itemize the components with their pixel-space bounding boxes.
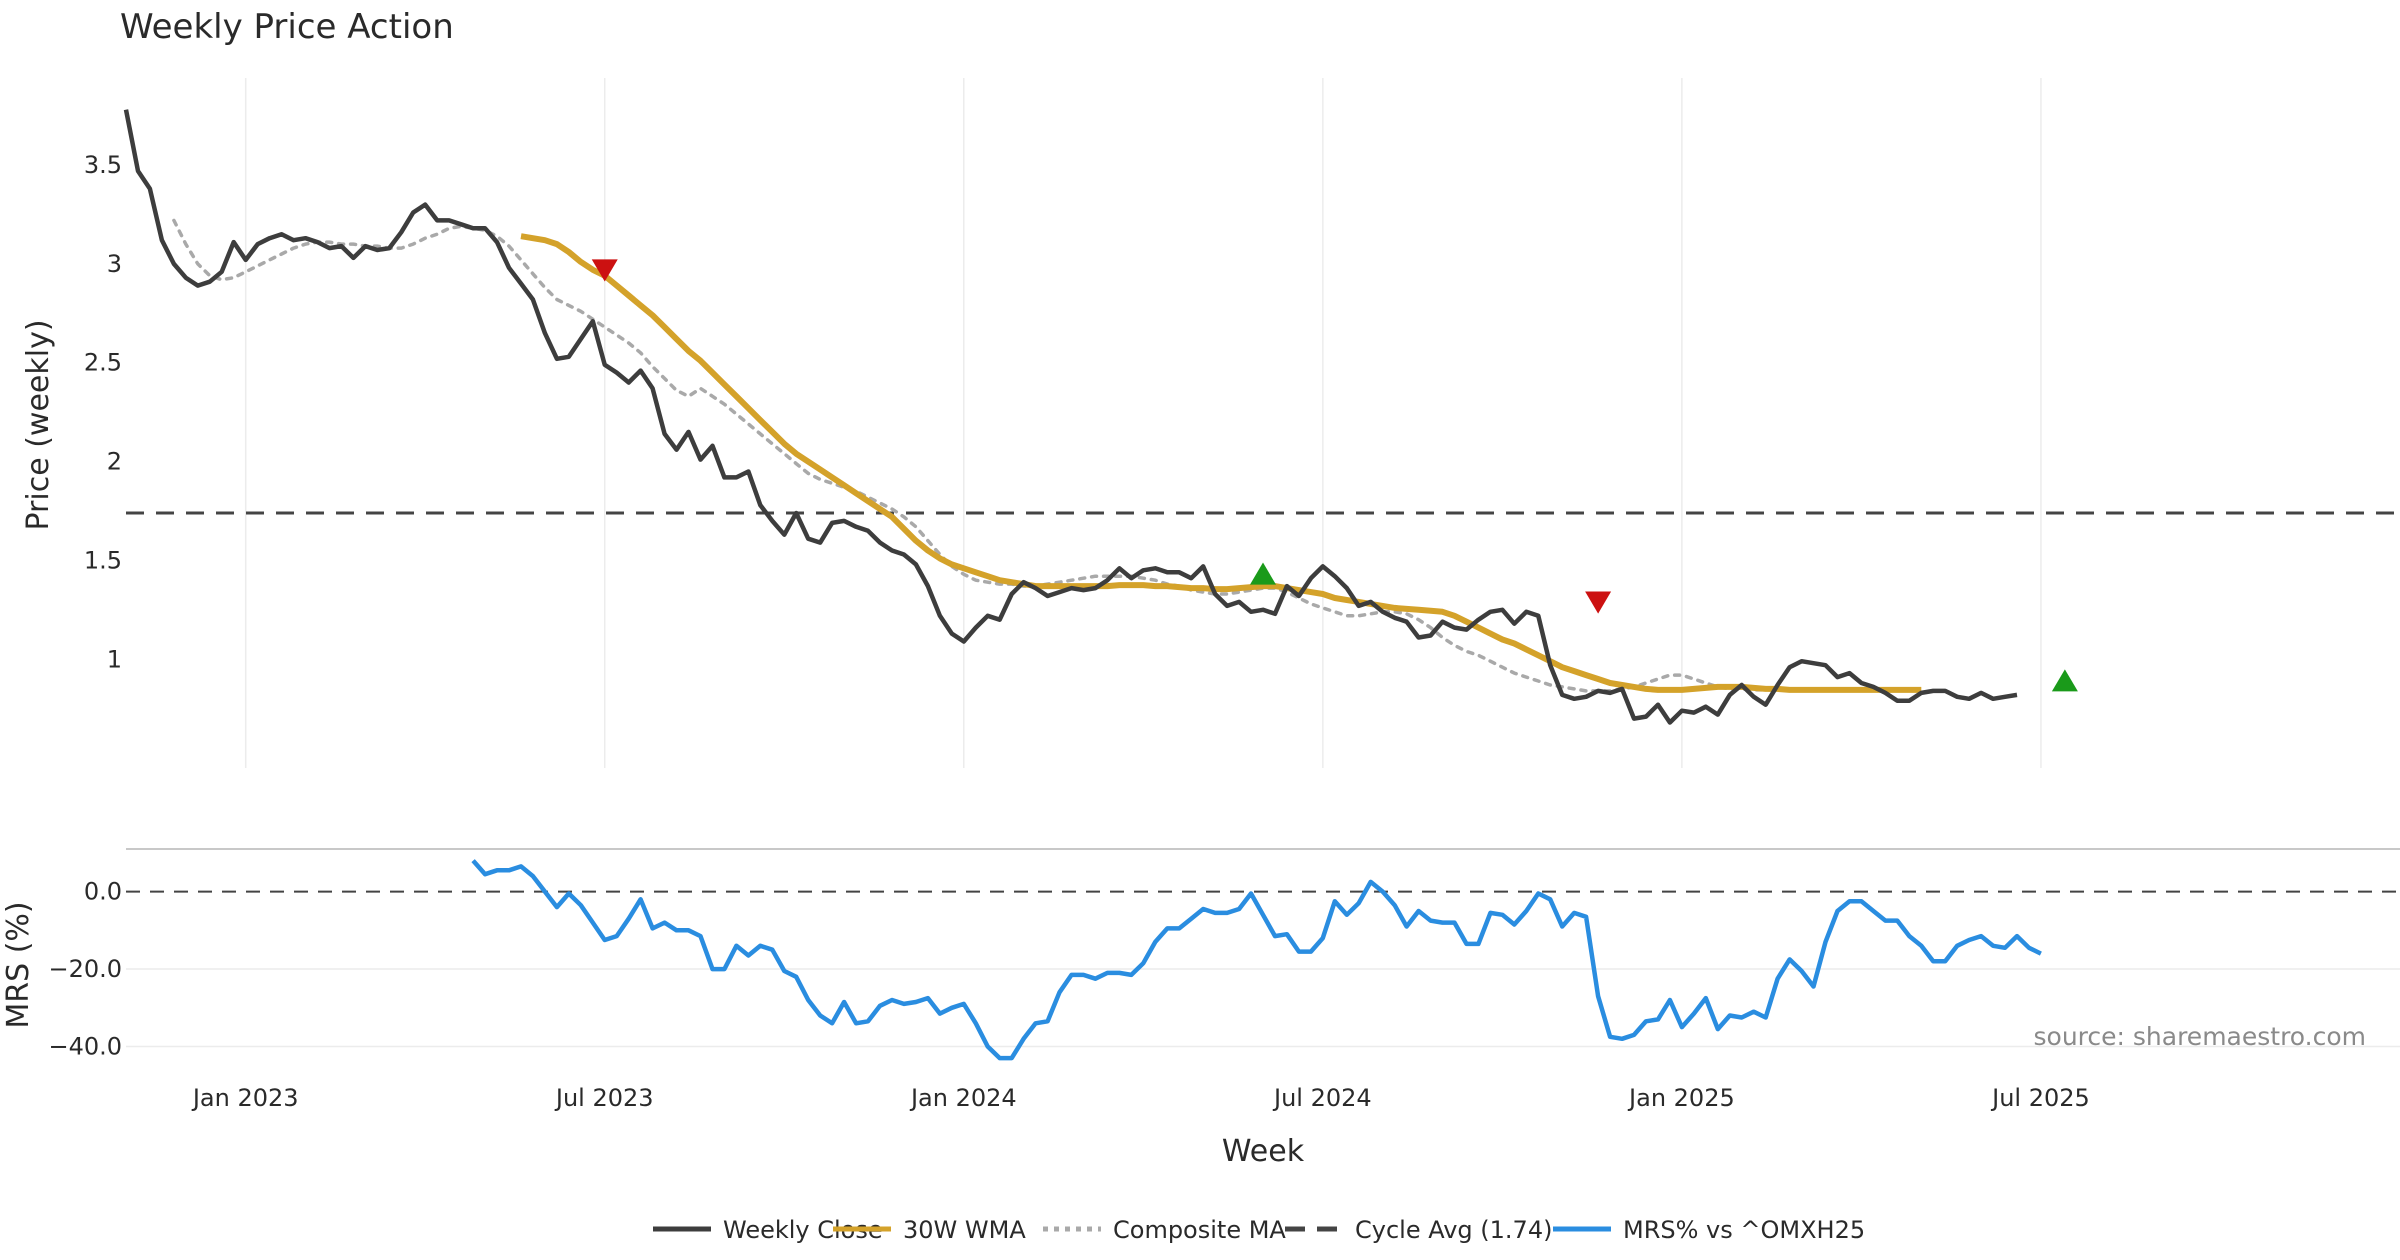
- mrs-y-axis-label: MRS (%): [1, 901, 36, 1028]
- legend-item: Weekly Close: [653, 1216, 883, 1244]
- x-tick-label: Jan 2023: [191, 1084, 299, 1112]
- legend-item: 30W WMA: [833, 1216, 1026, 1244]
- buy-signal-marker: [2051, 669, 2078, 692]
- price-y-axis-label: Price (weekly): [21, 319, 56, 530]
- legend-label: MRS% vs ^OMXH25: [1623, 1216, 1865, 1244]
- legend-item: Composite MA: [1043, 1216, 1286, 1244]
- signal-markers: [591, 259, 2078, 692]
- price-y-tick-label: 1: [107, 645, 122, 673]
- source-label: source: sharemaestro.com: [2034, 1022, 2367, 1051]
- legend-label: Composite MA: [1113, 1216, 1286, 1244]
- x-tick-label: Jan 2025: [1627, 1084, 1735, 1112]
- sell-signal-marker: [1585, 591, 1612, 614]
- price-y-tick-label: 2.5: [84, 349, 122, 377]
- x-tick-label: Jul 2024: [1272, 1084, 1372, 1112]
- price-y-ticks: 1 1.5 2 2.5 3 3.5: [84, 151, 122, 673]
- x-axis-label: Week: [1222, 1134, 1305, 1169]
- mrs-y-tick-label: 0.0: [84, 878, 122, 906]
- mrs-line: [471, 859, 2042, 1061]
- x-tick-label: Jan 2024: [909, 1084, 1017, 1112]
- price-y-tick-label: 1.5: [84, 546, 122, 574]
- composite-ma-line: [172, 218, 1876, 693]
- price-y-tick-label: 3: [107, 250, 122, 278]
- legend-item: Cycle Avg (1.74): [1285, 1216, 1552, 1244]
- chart-title: Weekly Price Action: [120, 7, 454, 47]
- mrs-panel: 0.0 −20.0 −40.0 MRS (%) source: sharemaest…: [1, 848, 2400, 1061]
- x-tick-label: Jul 2023: [554, 1084, 654, 1112]
- buy-signal-marker: [1250, 562, 1276, 585]
- price-panel: 1 1.5 2 2.5 3 3.5 Price (weekly): [21, 78, 2400, 768]
- legend-item: MRS% vs ^OMXH25: [1553, 1216, 1865, 1244]
- price-y-tick-label: 2: [107, 448, 122, 476]
- x-axis-ticks: Jan 2023 Jul 2023 Jan 2024 Jul 2024 Jan 2025…: [191, 1084, 2090, 1112]
- x-tick-label: Jul 2025: [1990, 1084, 2090, 1112]
- legend-label: 30W WMA: [903, 1216, 1026, 1244]
- legend: Weekly Close 30W WMA Composite MA Cycle Avg…: [653, 1216, 1865, 1244]
- sell-signal-marker: [591, 259, 618, 282]
- price-series: [123, 109, 2018, 725]
- weekly-close-line: [123, 109, 2018, 725]
- mrs-gridlines: [126, 968, 2400, 1048]
- price-gridlines: [244, 78, 2042, 768]
- price-y-tick-label: 3.5: [84, 151, 122, 179]
- legend-label: Cycle Avg (1.74): [1355, 1216, 1552, 1244]
- 30w-wma-line: [520, 233, 1922, 693]
- mrs-y-tick-label: −40.0: [48, 1033, 122, 1061]
- mrs-y-ticks: 0.0 −20.0 −40.0: [48, 878, 122, 1061]
- mrs-series: [471, 859, 2042, 1061]
- mrs-y-tick-label: −20.0: [48, 955, 122, 983]
